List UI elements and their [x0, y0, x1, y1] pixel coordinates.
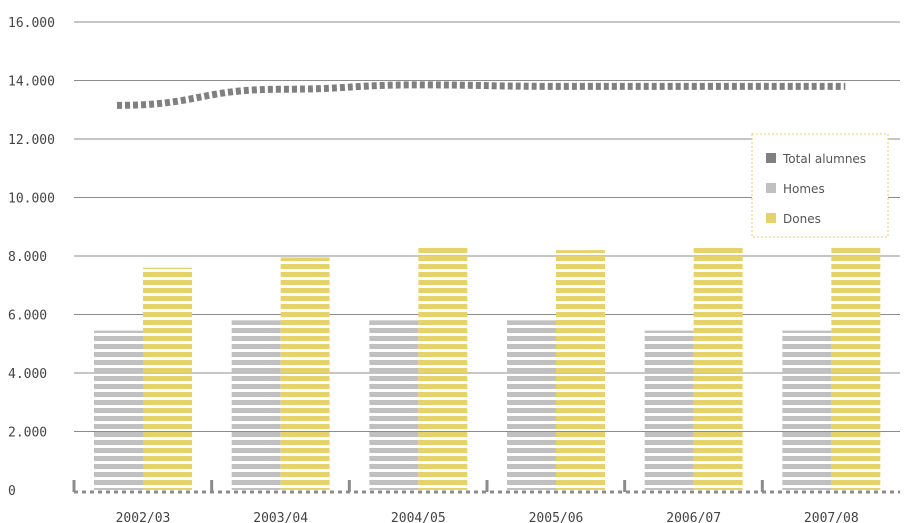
bar-dones [556, 250, 605, 490]
bar-dones [280, 257, 330, 490]
bars [94, 247, 881, 490]
legend: Total alumnes Homes Dones [751, 133, 889, 238]
x-tick-label: 2003/04 [253, 511, 308, 523]
legend-swatch-dones [766, 213, 776, 223]
y-tick-label: 8.000 [8, 250, 47, 265]
legend-label-homes: Homes [783, 182, 825, 196]
y-tick-label: 12.000 [8, 133, 55, 148]
bar-homes [369, 320, 419, 490]
x-axis [72, 480, 900, 494]
x-tick-labels: 2002/03 2003/04 2004/05 2005/06 2006/07 2007/… [116, 511, 859, 523]
bar-homes [644, 330, 694, 490]
x-tick-label: 2002/03 [116, 511, 171, 523]
y-tick-label: 2.000 [8, 426, 47, 441]
y-tick-label: 4.000 [8, 367, 47, 382]
y-tick-label: 10.000 [8, 192, 55, 207]
legend-label-total: Total alumnes [782, 152, 866, 166]
grid-lines [74, 21, 900, 432]
x-tick-label: 2007/08 [804, 511, 859, 523]
y-tick-label: 14.000 [8, 75, 55, 90]
line-total-alumnes [116, 81, 846, 109]
bar-homes [231, 320, 281, 490]
legend-swatch-homes [766, 183, 776, 193]
bar-dones [418, 247, 468, 490]
bar-dones [831, 247, 881, 490]
bar-homes [507, 320, 556, 490]
y-tick-label: 6.000 [8, 309, 47, 324]
total-line [116, 81, 846, 109]
bar-homes [94, 330, 143, 490]
bar-dones [693, 247, 743, 490]
x-tick-label: 2004/05 [391, 511, 446, 523]
x-tick-label: 2006/07 [666, 511, 721, 523]
bar-dones [143, 267, 192, 490]
bar-homes [782, 330, 832, 490]
y-tick-labels: 0 2.000 4.000 6.000 8.000 10.000 12.000 14.000 1… [8, 16, 55, 499]
legend-swatch-total [766, 153, 776, 163]
y-tick-label: 0 [8, 484, 16, 499]
y-tick-label: 16.000 [8, 16, 55, 31]
legend-label-dones: Dones [783, 212, 821, 226]
x-tick-label: 2005/06 [529, 511, 584, 523]
